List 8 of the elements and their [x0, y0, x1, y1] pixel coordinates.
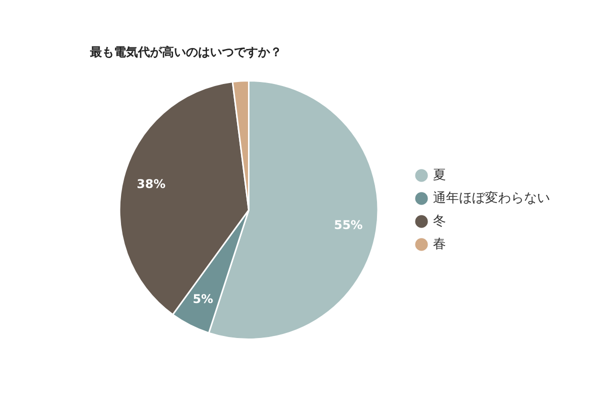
data-label: 55% [334, 218, 363, 232]
legend-label: 通年ほぼ変わらない [433, 190, 550, 206]
legend-label: 冬 [433, 214, 446, 229]
data-label: 5% [192, 292, 214, 306]
data-label: 38% [136, 177, 166, 192]
legend-label: 夏 [433, 168, 446, 183]
chart-title: 最も電気代が高いのはいつですか？ [90, 44, 282, 61]
legend-label: 春 [433, 236, 446, 252]
